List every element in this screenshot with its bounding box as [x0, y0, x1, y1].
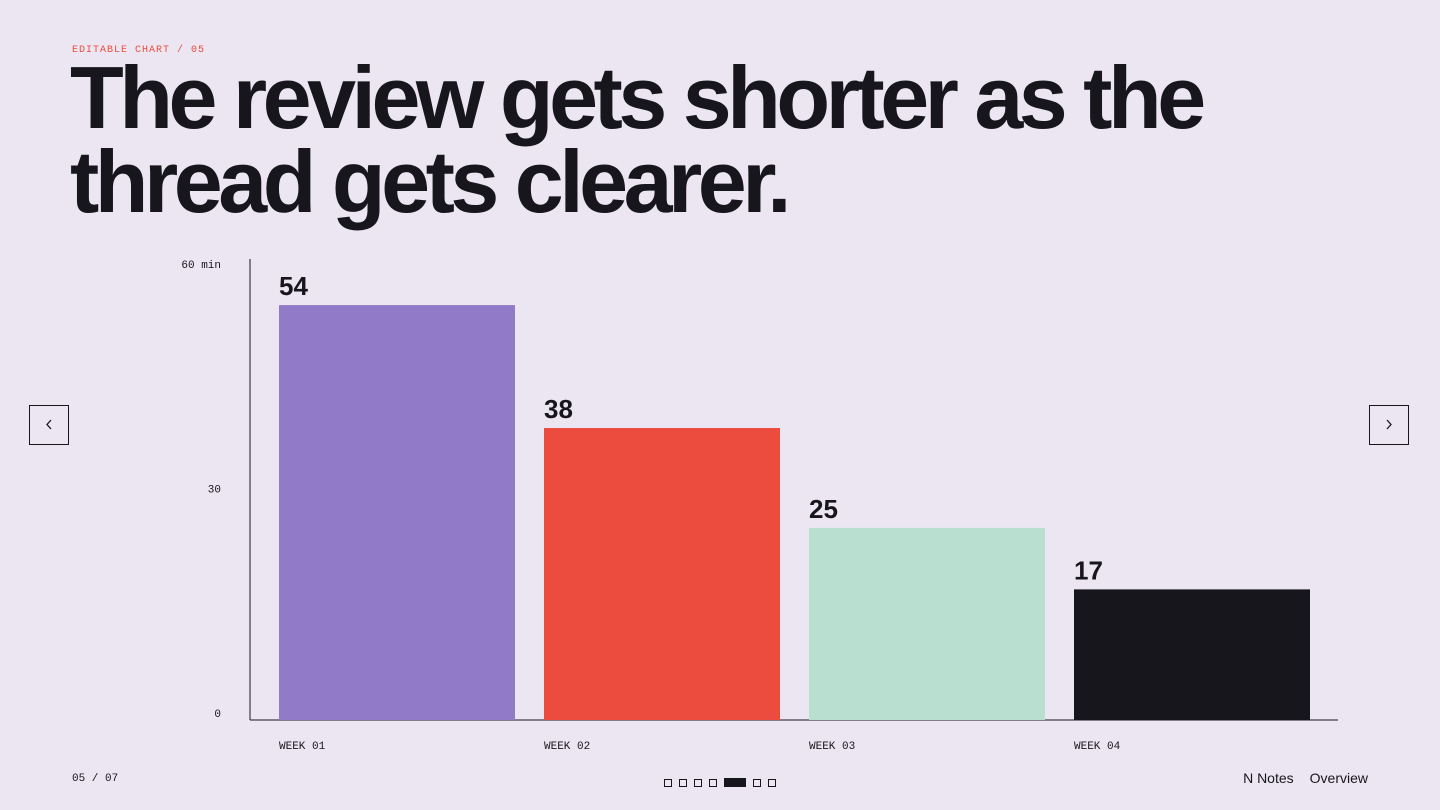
bar — [809, 527, 1045, 720]
next-button[interactable] — [1369, 405, 1409, 445]
page-dot[interactable] — [664, 778, 672, 787]
bar — [1074, 589, 1310, 720]
value-label: 25 — [809, 494, 838, 524]
y-tick-label: 0 — [214, 709, 221, 721]
notes-link[interactable]: N Notes — [1243, 770, 1294, 786]
x-tick-label: WEEK 03 — [809, 741, 855, 753]
page-dot[interactable] — [753, 778, 761, 787]
page-dot[interactable] — [768, 778, 776, 787]
bar — [544, 428, 780, 720]
page-number: 05 / 07 — [72, 773, 119, 785]
value-label: 17 — [1074, 555, 1103, 585]
page-dot[interactable] — [694, 778, 702, 787]
eyebrow: EDITABLE CHART / 05 — [72, 45, 206, 56]
value-label: 38 — [544, 394, 573, 424]
prev-icon — [46, 419, 52, 430]
value-label: 54 — [279, 271, 308, 301]
y-tick-label: 60 min — [181, 260, 221, 272]
x-tick-label: WEEK 01 — [279, 741, 326, 753]
pagination — [664, 778, 776, 787]
x-tick-label: WEEK 04 — [1074, 741, 1121, 753]
overview-link[interactable]: Overview — [1309, 770, 1368, 786]
bar — [279, 305, 515, 720]
next-icon — [1386, 419, 1392, 430]
y-tick-label: 30 — [208, 484, 221, 496]
x-tick-label: WEEK 02 — [544, 741, 590, 753]
slide-title: The review gets shorter as the thread ge… — [70, 48, 1206, 231]
prev-button[interactable] — [29, 405, 69, 445]
page-dot[interactable] — [709, 778, 717, 787]
page-dot-active[interactable] — [724, 778, 746, 787]
page-dot[interactable] — [679, 778, 687, 787]
footer-links: N Notes Overview — [1243, 770, 1368, 786]
